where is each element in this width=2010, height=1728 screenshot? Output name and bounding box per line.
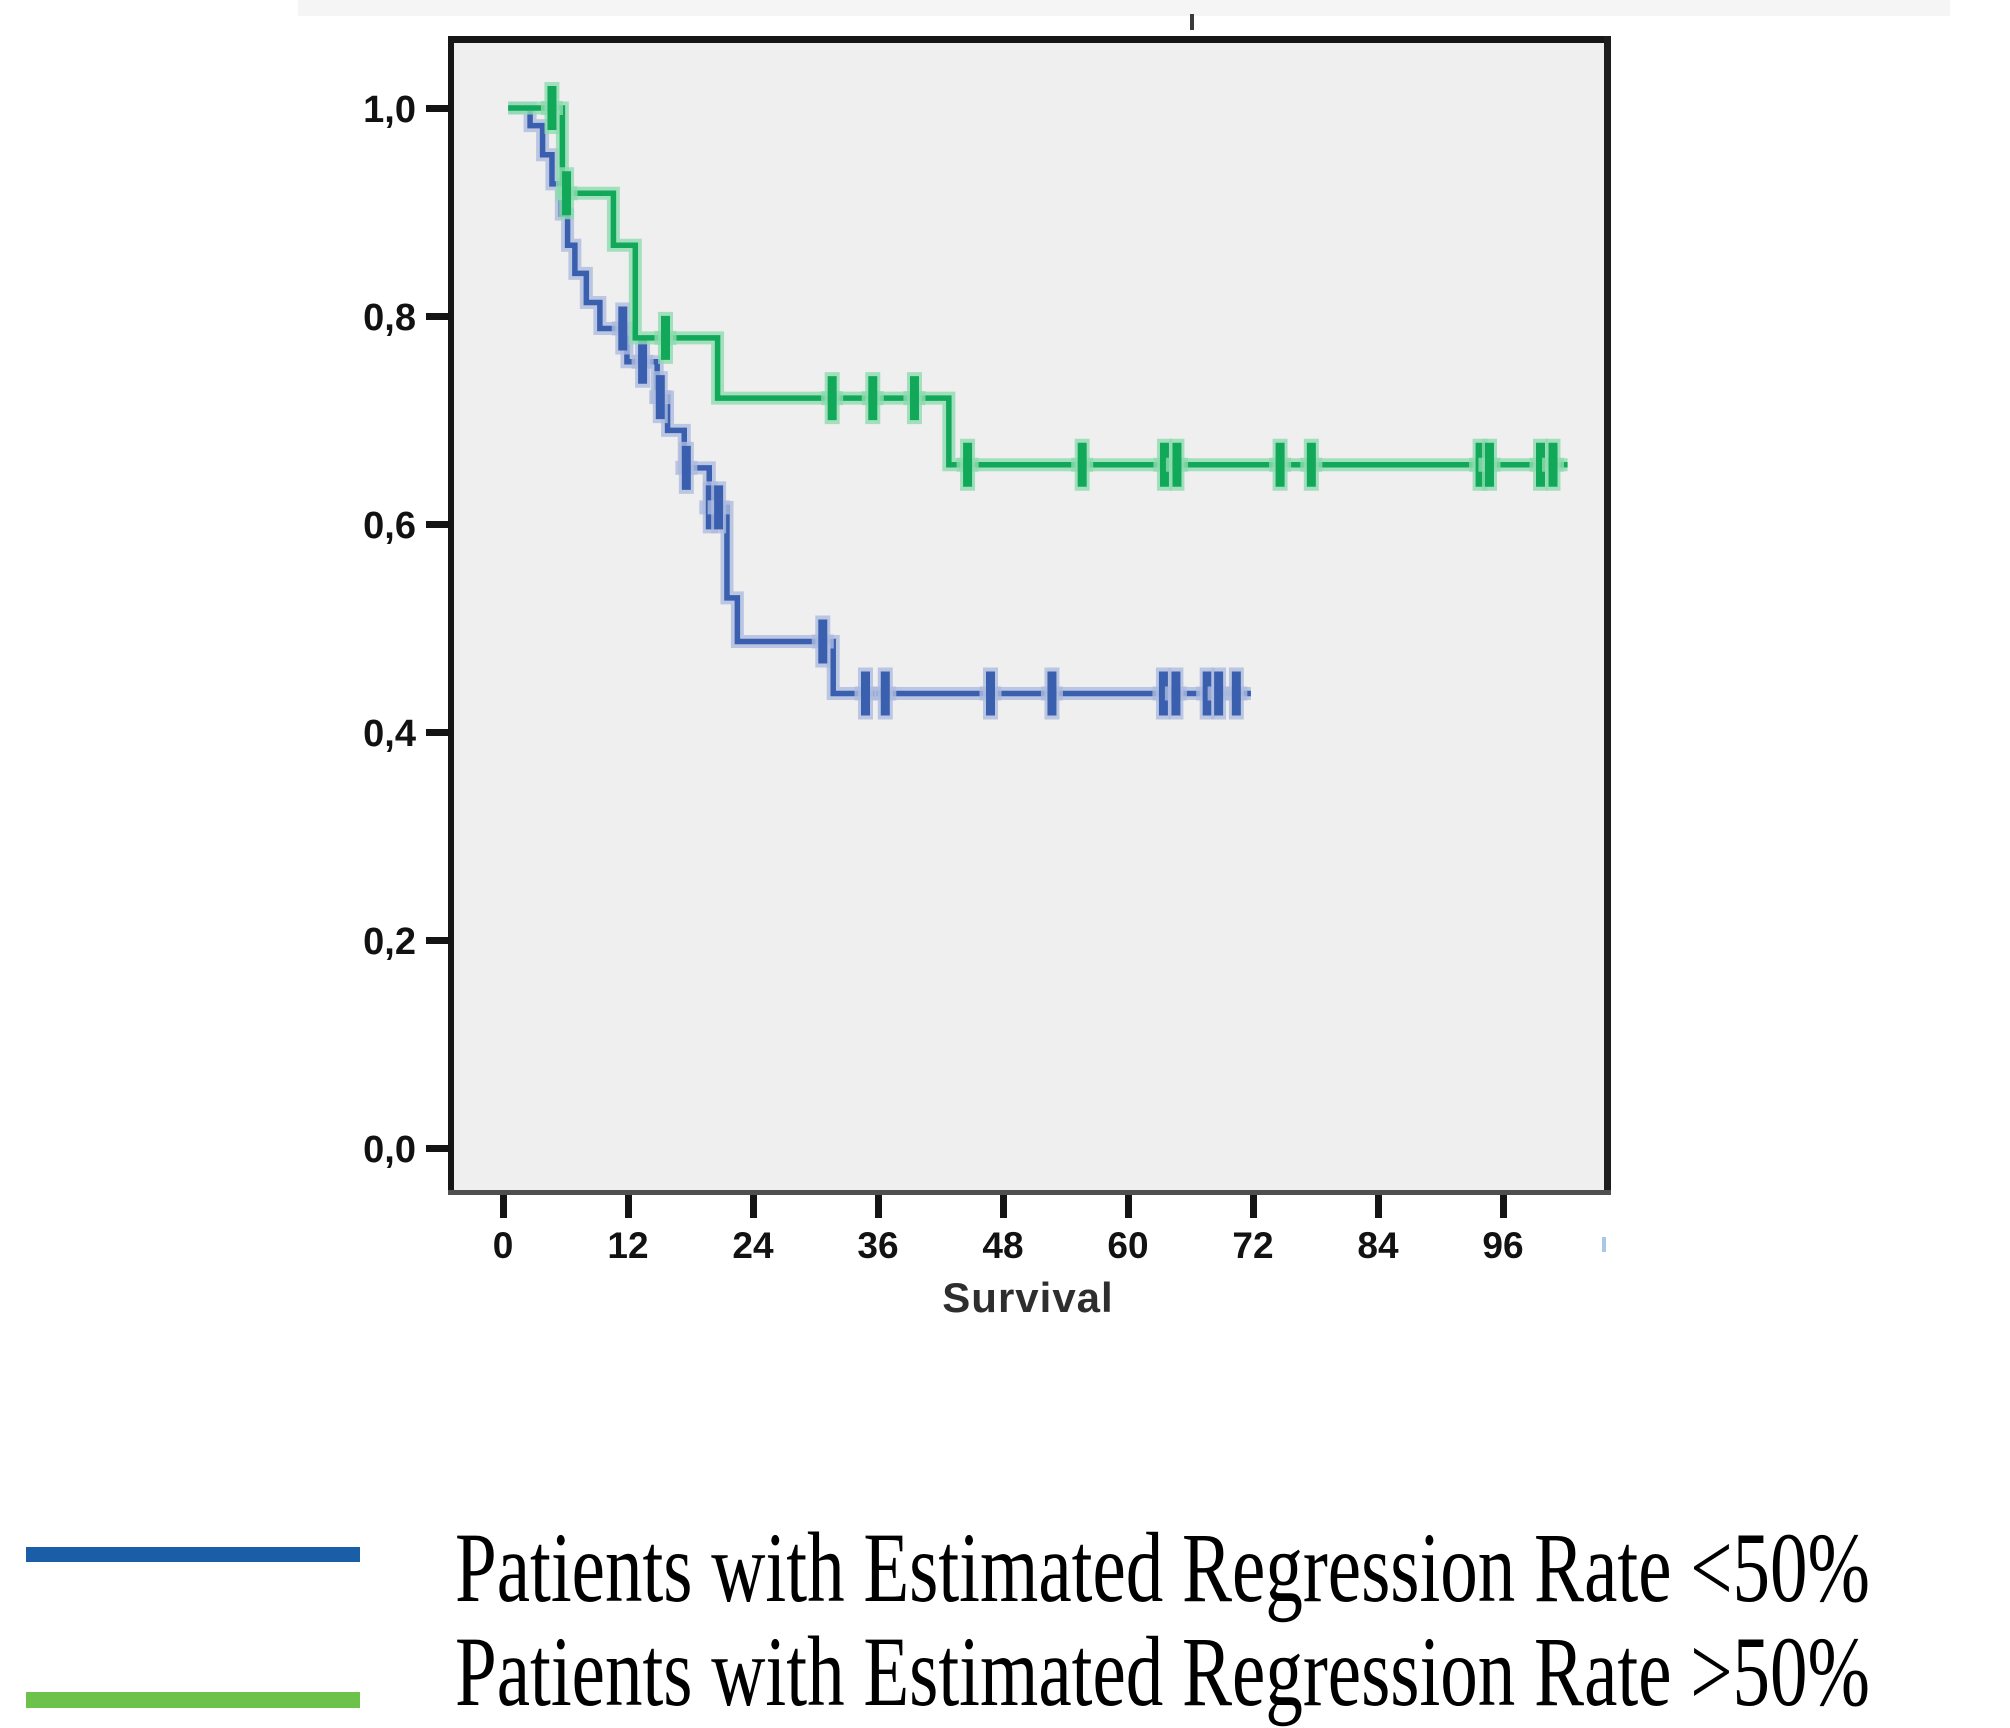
y-tick [426,521,450,528]
stray-mark-bottom-right [1602,1237,1606,1252]
x-tick [625,1195,633,1218]
x-tick [1375,1195,1383,1218]
plot-area [452,42,1605,1192]
x-tick-label: 72 [1232,1225,1273,1266]
y-tick-label: 1,0 [363,89,416,131]
stray-mark-top [1190,14,1194,30]
frame-top [448,36,1611,43]
x-tick [750,1195,758,1218]
cropped-title-band [298,0,1950,16]
y-tick [426,729,450,736]
y-tick [426,1145,450,1152]
y-tick [426,313,450,320]
x-tick [1250,1195,1258,1218]
legend-swatch-lt50 [26,1547,360,1562]
y-tick [426,105,450,112]
x-tick-label: 48 [982,1225,1023,1266]
x-tick [1000,1195,1008,1218]
y-tick-label: 0,6 [363,505,416,547]
x-tick-label: 60 [1107,1225,1148,1266]
x-tick [1125,1195,1133,1218]
legend-label-gt50: Patients with Estimated Regression Rate … [455,1616,1871,1727]
x-tick-label: 12 [607,1225,648,1266]
x-tick-label: 36 [857,1225,898,1266]
y-tick [426,937,450,944]
legend-swatch-gt50 [26,1692,360,1708]
y-tick-label: 0,0 [363,1129,416,1171]
y-tick-label: 0,8 [363,297,416,339]
x-tick-label: 84 [1357,1225,1399,1266]
x-tick-label: 24 [732,1225,774,1266]
x-tick-label: 0 [493,1225,514,1266]
x-tick [875,1195,883,1218]
x-tick-label: 96 [1482,1225,1523,1266]
x-axis-title: Survival [942,1274,1113,1321]
frame-right [1604,36,1611,1195]
y-tick-label: 0,4 [363,713,416,755]
frame-left [448,36,454,1195]
legend-label-lt50: Patients with Estimated Regression Rate … [455,1512,1871,1623]
y-axis-ticks: 0,0 0,2 0,4 0,6 0,8 1,0 [363,89,450,1171]
y-tick-label: 0,2 [363,921,416,963]
x-tick [500,1195,507,1218]
x-tick [1500,1195,1508,1218]
x-axis-ticks: 0 12 24 36 48 60 72 84 96 [493,1195,1524,1266]
frame-bottom [448,1190,1611,1195]
series-layer [508,82,1568,720]
